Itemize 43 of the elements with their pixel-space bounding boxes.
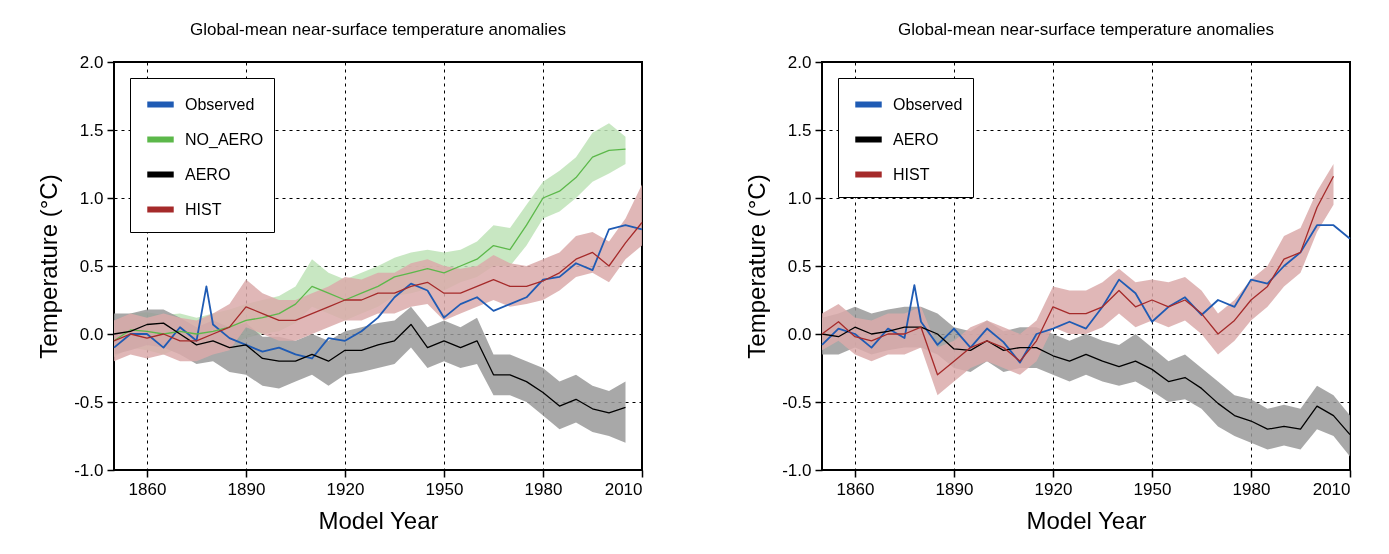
x-tick-label: 1860 bbox=[128, 479, 167, 499]
x-tick-label: 1980 bbox=[1232, 479, 1271, 499]
line-series bbox=[113, 148, 627, 342]
x-tick-label: 1950 bbox=[1133, 479, 1172, 499]
y-tick-label: 2.0 bbox=[787, 52, 812, 72]
x-tick-label: 1890 bbox=[227, 479, 266, 499]
chart-title: Global-mean near-surface temperature anomalies bbox=[897, 20, 1275, 39]
legend-label: AERO bbox=[893, 130, 939, 148]
y-axis-title: Temperature (°C) bbox=[743, 174, 771, 359]
line-series bbox=[113, 224, 643, 360]
legend-label: HIST bbox=[893, 165, 930, 183]
x-axis-title: Model Year bbox=[318, 506, 439, 534]
x-tick-label: 1950 bbox=[425, 479, 464, 499]
y-tick-label: 0.5 bbox=[79, 256, 104, 276]
legend-label: Observed bbox=[893, 95, 963, 113]
x-tick-label: 1980 bbox=[524, 479, 563, 499]
y-tick-label: 1.0 bbox=[787, 188, 812, 208]
y-tick-label: 0.5 bbox=[787, 256, 812, 276]
x-tick-label: 1860 bbox=[836, 479, 875, 499]
y-tick-label: -0.5 bbox=[74, 392, 104, 412]
legend-label: HIST bbox=[185, 200, 222, 218]
chart-title: Global-mean near-surface temperature anomalies bbox=[189, 20, 567, 39]
y-tick-label: 0.0 bbox=[787, 324, 812, 344]
y-tick-label: 2.0 bbox=[79, 52, 104, 72]
x-tick-label: 1920 bbox=[326, 479, 365, 499]
x-tick-label: 1920 bbox=[1034, 479, 1073, 499]
y-tick-label: -1.0 bbox=[74, 460, 104, 480]
x-axis-title: Model Year bbox=[1026, 506, 1147, 534]
legend-label: NO_AERO bbox=[185, 130, 264, 149]
line-series bbox=[113, 221, 643, 342]
y-tick-label: 1.5 bbox=[787, 120, 812, 140]
y-tick-label: 1.5 bbox=[79, 120, 104, 140]
legend-label: Observed bbox=[185, 95, 255, 113]
x-tick-label: 2010 bbox=[1312, 479, 1351, 499]
y-tick-label: 1.0 bbox=[79, 188, 104, 208]
y-tick-label: -0.5 bbox=[782, 392, 812, 412]
line-series bbox=[821, 224, 1351, 364]
legend-label: AERO bbox=[185, 165, 231, 183]
y-axis-title: Temperature (°C) bbox=[35, 174, 63, 359]
x-tick-label: 1890 bbox=[935, 479, 974, 499]
y-tick-label: -1.0 bbox=[782, 460, 812, 480]
y-tick-label: 0.0 bbox=[79, 324, 104, 344]
x-tick-label: 2010 bbox=[604, 479, 643, 499]
